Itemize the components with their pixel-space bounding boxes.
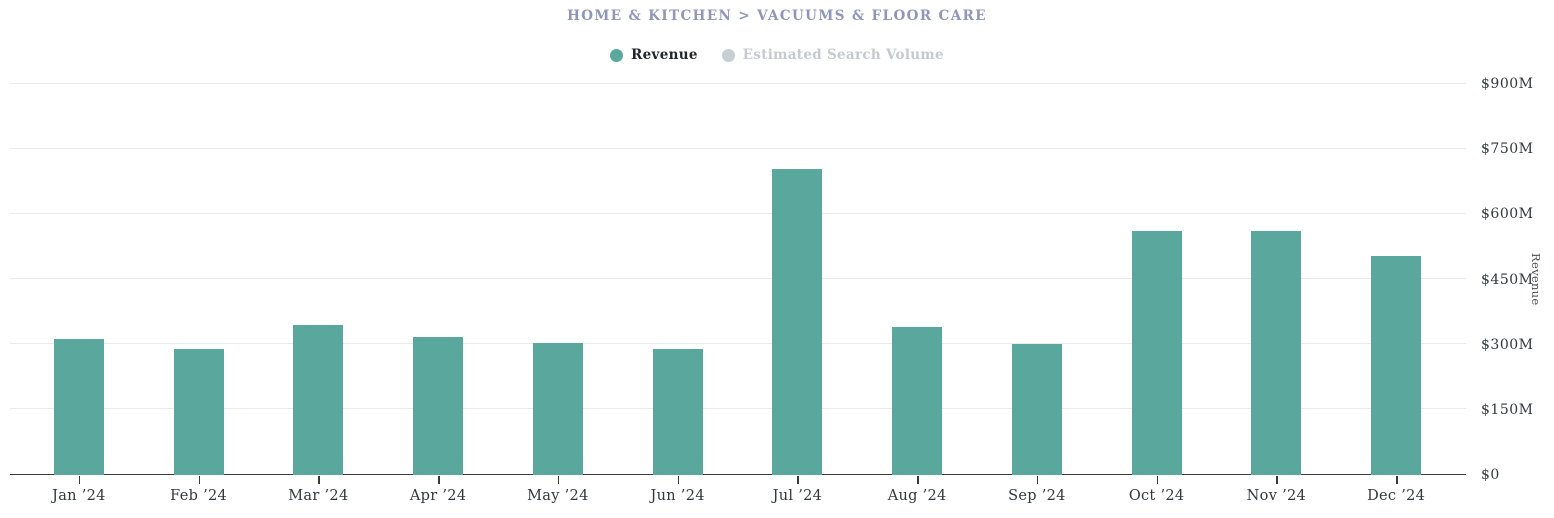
x-axis-tick-label: Aug ’24 xyxy=(887,488,947,504)
month-band: Mar ’24 xyxy=(259,84,379,504)
y-axis-tick-label: $600M xyxy=(1481,206,1534,223)
y-axis-tick-label: $0 xyxy=(1481,467,1500,483)
revenue-bar[interactable] xyxy=(53,338,104,475)
month-band: Jan ’24 xyxy=(19,84,139,504)
revenue-bar[interactable] xyxy=(173,349,224,475)
y-axis-title: Revenue xyxy=(1529,84,1543,475)
revenue-bar[interactable] xyxy=(532,342,583,475)
month-band: Dec ’24 xyxy=(1336,84,1456,504)
revenue-bar[interactable] xyxy=(1011,343,1062,475)
x-axis-tick-label: Mar ’24 xyxy=(288,488,349,504)
x-axis-tick xyxy=(438,476,440,484)
x-axis-tick xyxy=(78,476,81,484)
x-axis-tick xyxy=(557,476,560,484)
x-axis-tick xyxy=(318,476,320,484)
x-axis-tick xyxy=(198,476,201,484)
y-axis: $0 $150M $300M $450M $600M $750M $900M xyxy=(1481,76,1545,483)
revenue-bar[interactable] xyxy=(1131,231,1182,475)
y-axis-tick-label: $150M xyxy=(1481,401,1534,418)
x-axis-tick-label: Sep ’24 xyxy=(1008,488,1066,504)
bars-layer: Jan ’24 Feb ’24 Mar ’24 Apr ’24 May ’24 Jun ’… xyxy=(19,84,1456,504)
gridline xyxy=(10,408,1466,410)
x-axis-tick-label: Dec ’24 xyxy=(1367,488,1426,504)
x-axis-tick-label: Nov ’24 xyxy=(1246,488,1307,504)
gridline xyxy=(10,278,1466,279)
y-axis-tick-label: $900M xyxy=(1481,76,1534,92)
chart-legend: Revenue Estimated Search Volume xyxy=(0,47,1554,63)
month-band: Nov ’24 xyxy=(1217,84,1337,504)
month-band: May ’24 xyxy=(498,84,618,504)
revenue-bar[interactable] xyxy=(652,348,703,475)
revenue-bar[interactable] xyxy=(293,324,344,475)
gridline xyxy=(10,213,1466,215)
x-axis-tick xyxy=(1036,476,1039,484)
month-band: Sep ’24 xyxy=(977,84,1097,504)
x-axis-tick xyxy=(1276,476,1278,484)
x-axis-tick xyxy=(1396,476,1398,484)
x-axis-tick-label: Feb ’24 xyxy=(170,488,228,504)
legend-item-estimated-search-volume[interactable]: Estimated Search Volume xyxy=(721,47,944,63)
revenue-bar[interactable] xyxy=(772,169,823,475)
y-axis-tick-label: $750M xyxy=(1481,141,1534,158)
gridline xyxy=(10,83,1466,84)
legend-item-revenue[interactable]: Revenue xyxy=(610,47,698,63)
x-axis-tick-label: Jul ’24 xyxy=(772,488,823,504)
x-axis-tick xyxy=(917,476,919,484)
x-axis-tick xyxy=(797,476,799,484)
revenue-bar[interactable] xyxy=(413,337,464,475)
revenue-bar[interactable] xyxy=(892,326,943,475)
month-band: Jul ’24 xyxy=(738,84,858,504)
y-axis-tick-label: $300M xyxy=(1481,336,1534,353)
legend-item-label: Estimated Search Volume xyxy=(742,47,944,63)
x-axis-tick-label: Jun ’24 xyxy=(650,488,705,504)
revenue-bar[interactable] xyxy=(1371,256,1422,475)
legend-item-label: Revenue xyxy=(631,47,698,63)
gridline xyxy=(10,148,1466,149)
search-volume-series-dot-icon xyxy=(721,48,735,62)
plot-area xyxy=(10,83,1466,475)
x-axis-tick-label: Jan ’24 xyxy=(52,488,106,504)
revenue-series-dot-icon xyxy=(610,48,624,62)
month-band: Oct ’24 xyxy=(1097,84,1217,504)
breadcrumb: HOME & KITCHEN > VACUUMS & FLOOR CARE xyxy=(567,8,987,24)
x-axis-tick-label: Oct ’24 xyxy=(1128,488,1185,504)
month-band: Feb ’24 xyxy=(139,84,259,504)
x-axis-tick-label: May ’24 xyxy=(527,488,589,504)
y-axis-tick-label: $450M xyxy=(1481,271,1534,288)
month-band: Jun ’24 xyxy=(618,84,738,504)
revenue-bar[interactable] xyxy=(1251,230,1302,475)
month-band: Apr ’24 xyxy=(378,84,498,504)
gridline xyxy=(10,343,1466,345)
x-axis-tick-label: Apr ’24 xyxy=(409,488,467,504)
x-axis-tick xyxy=(677,476,680,484)
x-axis-tick xyxy=(1156,476,1159,484)
month-band: Aug ’24 xyxy=(857,84,977,504)
y-axis-title-label: Revenue xyxy=(1529,253,1543,306)
